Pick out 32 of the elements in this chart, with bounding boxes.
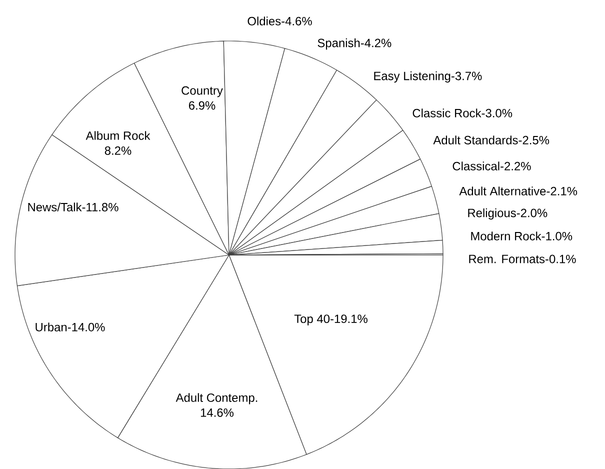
data-label: 4.6% (285, 16, 312, 26)
slice-label: Adult Standards- (433, 135, 522, 144)
slice-label: Rem. Formats- (469, 254, 548, 264)
slice-label: Oldies- (248, 16, 285, 26)
data-label: 1.0% (546, 232, 572, 240)
slice-label: News/Talk- (28, 202, 86, 212)
data-label: 2.1% (550, 186, 578, 196)
slice-label: Easy Listening- (374, 71, 454, 82)
data-label: 4.2% (364, 38, 392, 48)
data-label: 2.0% (520, 208, 548, 218)
data-label: 14.0% (72, 322, 105, 332)
data-label: 2.2% (504, 162, 531, 170)
slice-label: Urban- (36, 322, 71, 332)
slice-label: Adult Contemp. (176, 392, 258, 404)
slice-label: Classic Rock- (412, 108, 485, 118)
slice-label: Album Rock (86, 131, 150, 140)
data-label: 19.1% (334, 314, 368, 323)
slice-label: Country (182, 86, 223, 97)
data-label: 0.1% (549, 254, 576, 264)
slice-label: Modern Rock- (471, 231, 545, 240)
slice-label: Adult Alternative- (459, 186, 550, 196)
data-label: 3.0% (486, 108, 512, 118)
slice-label: Top 40- (294, 314, 334, 326)
slice-label: Classical- (452, 161, 504, 170)
data-label: 14.6% (200, 408, 234, 417)
data-label: 3.7% (455, 72, 482, 80)
data-label: 6.9% (188, 101, 216, 110)
data-label: 2.5% (522, 136, 550, 144)
data-label: 11.8% (86, 202, 118, 212)
slice-label: Spanish- (318, 38, 364, 50)
data-label: 8.2% (104, 146, 132, 155)
slice-label: Religious- (468, 208, 520, 220)
